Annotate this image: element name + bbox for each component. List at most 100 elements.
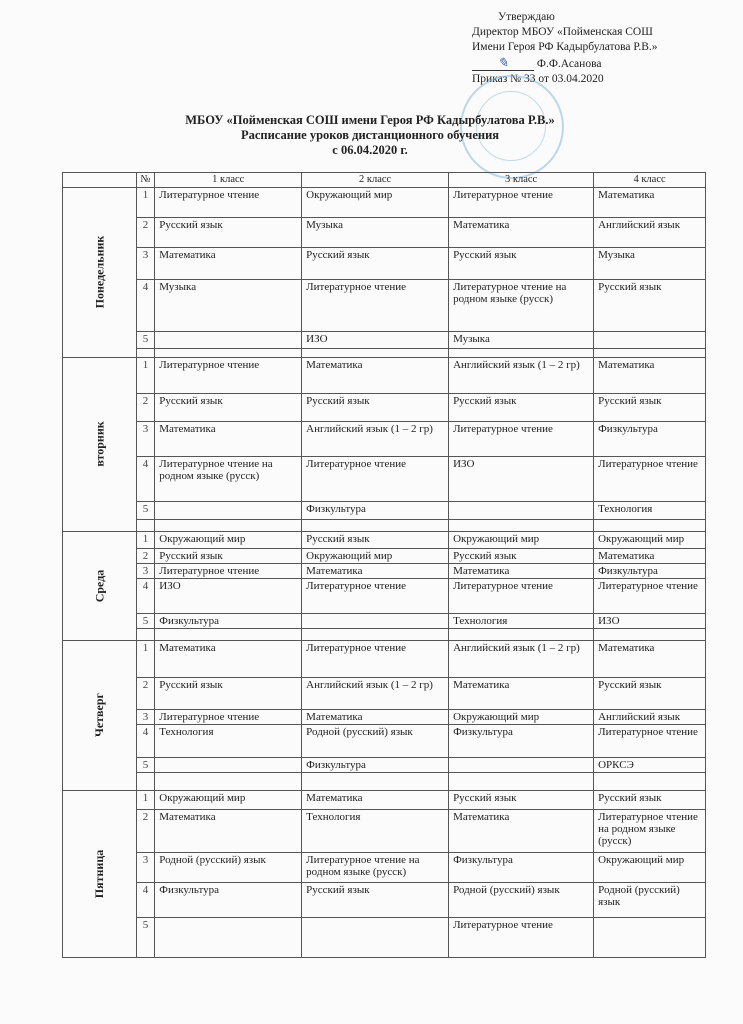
lesson-cell: Русский язык <box>154 393 303 422</box>
table-row: 3 Родной (русский) язык Литературное чтени… <box>63 852 706 883</box>
lesson-cell <box>301 613 450 629</box>
empty-cell <box>135 519 156 532</box>
lesson-cell: Математика <box>301 357 450 394</box>
empty-cell <box>154 348 303 358</box>
empty-cell <box>301 519 450 532</box>
lesson-cell: Математика <box>154 247 303 280</box>
lesson-number: 1 <box>135 187 156 218</box>
lesson-number: 5 <box>135 613 156 629</box>
lesson-cell: Физкультура <box>593 563 706 579</box>
lesson-cell: Русский язык <box>593 393 706 422</box>
table-row: 2 Русский язык Английский язык (1 – 2 гр) М… <box>63 677 706 710</box>
lesson-cell: Технология <box>301 809 450 853</box>
lesson-cell: ИЗО <box>154 578 303 614</box>
lesson-cell: Физкультура <box>154 613 303 629</box>
lesson-cell: Русский язык <box>448 548 595 564</box>
lesson-cell: Математика <box>301 790 450 810</box>
header-grade-1: 1 класс <box>154 172 303 188</box>
lesson-cell: Русский язык <box>593 279 706 332</box>
table-row: 3 Математика Русский язык Русский язык Музык… <box>63 247 706 280</box>
lesson-cell: Математика <box>154 640 303 678</box>
table-row: 4 Физкультура Русский язык Родной (русский)… <box>63 882 706 918</box>
table-row: 3 Математика Английский язык (1 – 2 гр) Лит… <box>63 421 706 457</box>
lesson-cell <box>154 501 303 520</box>
lesson-cell: Русский язык <box>448 790 595 810</box>
empty-cell <box>593 348 706 358</box>
lesson-cell: Окружающий мир <box>301 187 450 218</box>
day-label: Среда <box>62 531 137 641</box>
lesson-cell: Окружающий мир <box>593 531 706 549</box>
table-row: вторник 1 Литературное чтение Математика Анг… <box>62 357 706 532</box>
lesson-cell: Физкультура <box>448 852 595 883</box>
lesson-cell: Технология <box>593 501 706 520</box>
lesson-number: 5 <box>135 331 156 349</box>
empty-cell <box>593 519 706 532</box>
day-label: Понедельник <box>62 187 137 358</box>
lesson-cell: Музыка <box>154 279 303 332</box>
signature: ✎ <box>472 55 534 71</box>
lesson-cell: Литературное чтение <box>154 357 303 394</box>
lesson-cell: Английский язык (1 – 2 гр) <box>448 357 595 394</box>
header-number: № <box>135 172 156 188</box>
lesson-cell: Математика <box>593 357 706 394</box>
lesson-cell: ИЗО <box>301 331 450 349</box>
day-label: Пятница <box>62 790 137 958</box>
lesson-cell: Литературное чтение <box>301 640 450 678</box>
lesson-cell <box>593 331 706 349</box>
lesson-cell: Литературное чтение <box>593 724 706 758</box>
lesson-cell <box>154 331 303 349</box>
director-name: Ф.Ф.Асанова <box>536 58 602 70</box>
header-grade-4: 4 класс <box>593 172 706 188</box>
lesson-cell: Литературное чтение на родном языке (рус… <box>448 279 595 332</box>
lesson-cell: Физкультура <box>154 882 303 918</box>
day-label: Четверг <box>62 640 137 791</box>
spacer-row <box>63 348 706 358</box>
lesson-cell: Окружающий мир <box>448 709 595 725</box>
table-row: 2 Русский язык Окружающий мир Русский язык М… <box>63 548 706 564</box>
empty-cell <box>154 519 303 532</box>
approval-line: Имени Героя РФ Кадырбулатова Р.В.» <box>472 41 658 53</box>
table-row: 5 ИЗО Музыка <box>63 331 706 349</box>
day-name: Четверг <box>92 693 107 737</box>
lesson-cell: Английский язык <box>593 709 706 725</box>
lesson-number: 3 <box>135 709 156 725</box>
lesson-cell: Физкультура <box>301 757 450 773</box>
lesson-cell: Литературное чтение <box>154 709 303 725</box>
lesson-number: 5 <box>135 757 156 773</box>
empty-cell <box>135 772 156 791</box>
lesson-cell <box>301 917 450 958</box>
table-row: 2 Русский язык Музыка Математика Английский … <box>63 217 706 248</box>
day-name: вторник <box>92 421 107 467</box>
lesson-cell: Математика <box>593 640 706 678</box>
day-name: Пятница <box>92 849 107 898</box>
lesson-cell: Математика <box>448 217 595 248</box>
lesson-number: 4 <box>135 578 156 614</box>
lesson-cell: Английский язык <box>593 217 706 248</box>
lesson-cell: ИЗО <box>448 456 595 502</box>
lesson-cell: Русский язык <box>448 247 595 280</box>
lesson-number: 2 <box>135 393 156 422</box>
empty-cell <box>448 772 595 791</box>
empty-cell <box>135 628 156 641</box>
lesson-cell: Математика <box>154 809 303 853</box>
school-name: МБОУ «Пойменская СОШ имени Героя РФ Кады… <box>185 113 555 127</box>
lesson-number: 5 <box>135 917 156 958</box>
lesson-cell: Английский язык (1 – 2 гр) <box>301 677 450 710</box>
lesson-number: 4 <box>135 456 156 502</box>
lesson-cell: Русский язык <box>154 677 303 710</box>
lesson-cell: Русский язык <box>154 548 303 564</box>
lesson-number: 3 <box>135 852 156 883</box>
lesson-cell: Русский язык <box>301 882 450 918</box>
table-row: 4 Литературное чтение на родном языке (ру… <box>63 456 706 502</box>
lesson-cell: Литературное чтение <box>593 578 706 614</box>
lesson-cell: Математика <box>154 421 303 457</box>
table-row: 5 Физкультура ОРКСЭ <box>63 757 706 773</box>
lesson-cell: Музыка <box>448 331 595 349</box>
lesson-cell <box>154 757 303 773</box>
day-header <box>62 172 137 188</box>
lesson-cell: Технология <box>154 724 303 758</box>
lesson-number: 4 <box>135 882 156 918</box>
lesson-cell: Русский язык <box>301 531 450 549</box>
lesson-cell: Окружающий мир <box>301 548 450 564</box>
lesson-number: 5 <box>135 501 156 520</box>
